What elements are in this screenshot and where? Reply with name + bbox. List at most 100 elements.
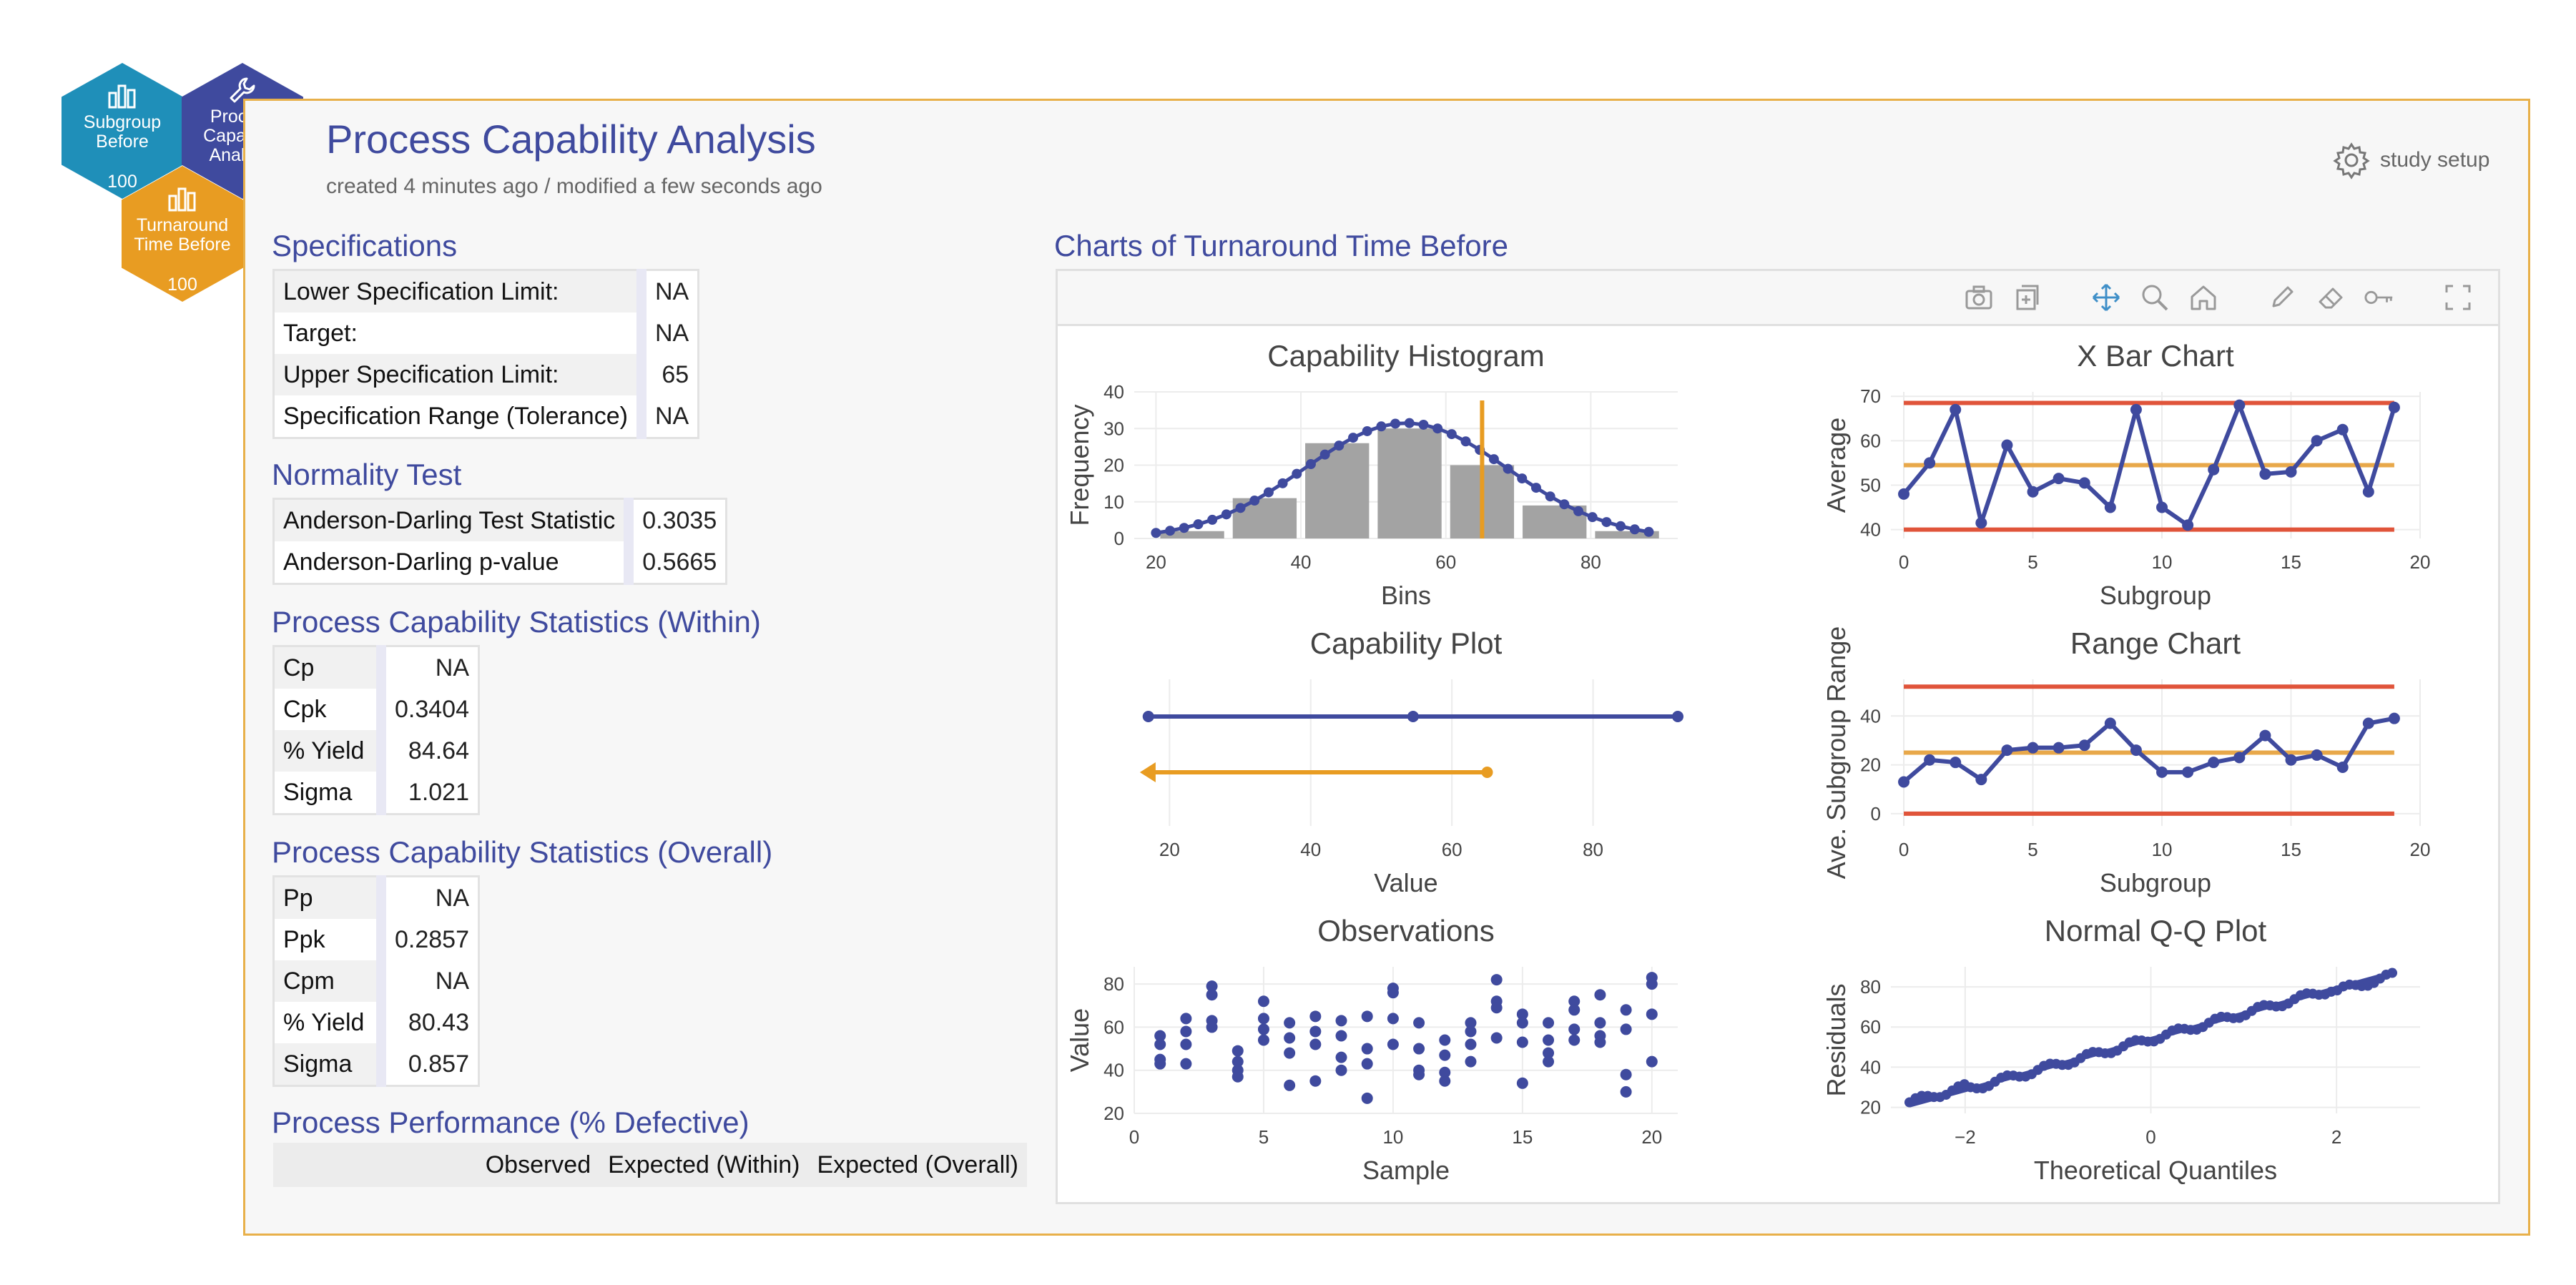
pan-icon[interactable]	[2090, 282, 2122, 313]
eraser-icon[interactable]	[2315, 282, 2346, 313]
tick-label: 20	[1103, 1103, 1124, 1124]
camera-icon[interactable]	[1963, 282, 1995, 313]
data-point	[2027, 486, 2039, 498]
observation-point	[1568, 1023, 1580, 1035]
data-point	[2104, 717, 2116, 729]
observation-point	[1284, 1032, 1296, 1044]
tick-label: 60	[1442, 839, 1462, 860]
tick-label: 30	[1103, 418, 1124, 439]
column-header: Observed	[485, 1151, 591, 1178]
table-row: Cp NA	[273, 646, 479, 689]
tick-label: 20	[1146, 551, 1166, 573]
tick-label: 40	[1291, 551, 1312, 573]
export-icon[interactable]	[2012, 282, 2043, 313]
table-row: Ppk 0.2857	[273, 919, 479, 960]
hex-label-line1: Turnaround	[136, 215, 229, 235]
observation-point	[1465, 1038, 1477, 1050]
row-value: NA	[636, 312, 699, 354]
table-row: Target: NA	[273, 312, 699, 354]
observation-point	[1620, 1023, 1632, 1035]
observation-point	[1257, 1034, 1269, 1046]
table-row: Pp NA	[273, 876, 479, 919]
observation-point	[1516, 1008, 1528, 1020]
density-point	[1573, 506, 1584, 516]
density-point	[1362, 425, 1372, 436]
pencil-icon[interactable]	[2266, 282, 2298, 313]
tick-label: 5	[2027, 551, 2037, 573]
observation-point	[1335, 1064, 1347, 1076]
zoom-icon[interactable]	[2139, 282, 2171, 313]
overall-table: Pp NA Ppk 0.2857 Cpm NA % Yield 80.43 Sigma 0…	[272, 875, 480, 1087]
axis-label: Value	[1065, 1008, 1094, 1072]
tick-label: 0	[1871, 803, 1881, 824]
tick-label: 80	[1860, 976, 1881, 998]
tick-label: 5	[1259, 1126, 1269, 1148]
observation-point	[1206, 989, 1218, 1001]
density-point	[1348, 433, 1359, 443]
density-point	[1292, 468, 1302, 479]
data-point	[1898, 488, 1910, 500]
normality-title: Normality Test	[272, 458, 462, 491]
data-point	[2311, 749, 2323, 761]
observation-point	[1309, 1025, 1322, 1038]
observation-point	[1516, 1036, 1528, 1048]
key-icon[interactable]	[2364, 282, 2395, 313]
observation-point	[1620, 1004, 1632, 1016]
home-icon[interactable]	[2188, 282, 2219, 313]
hex-label-line2: Before	[96, 132, 149, 152]
observation-point	[1154, 1030, 1166, 1042]
observation-point	[1361, 1010, 1373, 1023]
tick-label: 5	[2027, 839, 2037, 860]
row-value: NA	[376, 646, 479, 689]
observation-point	[1335, 1015, 1347, 1027]
density-point	[1418, 419, 1429, 430]
overall-title: Process Capability Statistics (Overall)	[272, 835, 773, 869]
tick-label: 20	[1860, 1097, 1881, 1118]
data-point	[2182, 766, 2194, 778]
specifications-table: Lower Specification Limit: NA Target: NA U…	[272, 269, 700, 439]
density-point	[1545, 491, 1555, 502]
observation-point	[1387, 1038, 1399, 1050]
density-point	[1207, 514, 1218, 525]
within-table: Cp NA Cpk 0.3404 % Yield 84.64 Sigma 1.021	[272, 645, 480, 815]
observation-point	[1568, 1004, 1580, 1016]
tick-label: 80	[1583, 839, 1603, 860]
density-point	[1446, 429, 1457, 440]
column-header: Expected (Within)	[608, 1151, 800, 1178]
row-value: 0.3035	[624, 498, 727, 541]
axis-label: Ave. Subgroup Range	[1822, 626, 1851, 880]
row-value: NA	[376, 960, 479, 1002]
data-point	[2259, 729, 2271, 742]
row-value: 84.64	[376, 730, 479, 772]
row-label: % Yield	[273, 1002, 381, 1043]
observation-point	[1284, 1017, 1296, 1029]
tick-label: 40	[1860, 705, 1881, 727]
tick-label: 40	[1860, 1056, 1881, 1078]
row-label: Sigma	[273, 772, 381, 814]
observation-point	[1154, 1058, 1166, 1070]
data-point	[2156, 766, 2168, 778]
density-point	[1390, 418, 1401, 429]
axis-label: Subgroup	[2100, 868, 2211, 897]
density-point	[1587, 512, 1598, 523]
qq-point	[2387, 968, 2398, 978]
histogram-bar	[1595, 531, 1659, 538]
study-setup-button[interactable]: study setup	[2331, 140, 2489, 180]
data-point	[1898, 776, 1910, 788]
observation-point	[1439, 1034, 1451, 1046]
observation-point	[1206, 980, 1218, 993]
tick-label: 20	[1641, 1126, 1662, 1148]
spec-arrow-head	[1139, 762, 1156, 782]
histogram-bar	[1377, 428, 1442, 538]
row-value: 0.3404	[376, 689, 479, 730]
observation-point	[1257, 1013, 1269, 1025]
observation-point	[1232, 1070, 1244, 1083]
fullscreen-icon[interactable]	[2442, 282, 2474, 313]
observation-point	[1361, 1043, 1373, 1055]
observation-point	[1413, 1017, 1425, 1029]
data-point	[1950, 757, 1962, 769]
row-value: 0.2857	[376, 919, 479, 960]
density-point	[1221, 509, 1232, 520]
data-point	[2053, 473, 2065, 485]
density-point	[1488, 454, 1499, 465]
